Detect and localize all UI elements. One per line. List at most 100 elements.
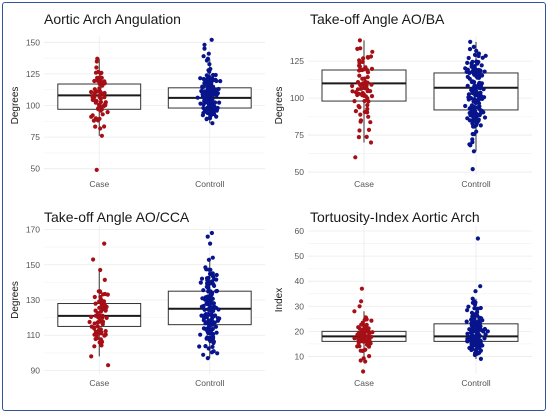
data-point	[203, 312, 208, 317]
data-point	[215, 105, 220, 111]
data-point	[365, 68, 370, 73]
data-point	[102, 95, 107, 100]
data-point	[205, 278, 210, 283]
data-point	[195, 95, 200, 100]
data-point	[98, 313, 103, 318]
data-point	[479, 63, 484, 68]
data-point	[470, 131, 475, 137]
data-point	[353, 155, 358, 160]
data-point	[357, 58, 362, 63]
data-point	[482, 69, 487, 74]
data-point	[464, 319, 469, 324]
data-point	[477, 321, 482, 326]
data-point	[201, 303, 206, 309]
data-point	[470, 140, 475, 145]
panel-title: Take-off Angle AO/BA	[310, 11, 445, 27]
data-point	[101, 292, 106, 297]
points-controll	[464, 236, 490, 361]
data-point	[465, 83, 470, 88]
data-point	[206, 257, 211, 262]
data-point	[476, 53, 481, 59]
data-point	[369, 82, 374, 87]
data-point	[98, 327, 103, 332]
data-point	[361, 369, 366, 374]
data-point	[477, 324, 483, 329]
points-controll	[197, 230, 222, 361]
data-point	[465, 60, 470, 65]
data-point	[98, 309, 103, 314]
y-tick-label: 100	[290, 93, 304, 103]
data-point	[91, 257, 96, 262]
data-point	[207, 81, 212, 86]
data-point	[87, 319, 92, 325]
data-point	[215, 318, 221, 323]
y-tick-label: 10	[295, 351, 305, 361]
data-point	[365, 103, 370, 108]
y-axis-label: Degrees	[10, 87, 21, 125]
data-point	[480, 55, 485, 60]
data-point	[357, 63, 362, 68]
data-point	[211, 339, 216, 344]
data-point	[368, 120, 373, 125]
data-point	[97, 289, 103, 294]
y-tick-label: 130	[26, 295, 40, 305]
data-point	[357, 304, 362, 309]
data-point	[359, 299, 364, 304]
data-point	[355, 87, 360, 92]
data-point	[95, 56, 100, 61]
data-point	[469, 310, 475, 315]
data-point	[481, 87, 486, 92]
data-point	[211, 349, 216, 354]
data-point	[208, 267, 213, 272]
data-point	[483, 332, 488, 337]
data-point	[104, 315, 109, 320]
data-point	[96, 107, 101, 112]
x-tick-label: Case	[354, 179, 374, 189]
data-point	[361, 56, 366, 61]
points-case	[352, 286, 375, 374]
data-point	[203, 321, 208, 326]
data-point	[216, 307, 221, 312]
data-point	[214, 277, 219, 282]
data-point	[352, 336, 357, 341]
data-point	[93, 336, 98, 342]
data-point	[205, 95, 210, 100]
data-point	[360, 59, 365, 64]
data-point	[100, 81, 105, 87]
data-point	[98, 96, 103, 101]
data-point	[206, 68, 211, 73]
data-point	[91, 93, 96, 99]
data-point	[478, 356, 483, 361]
data-point	[358, 119, 363, 124]
data-point	[93, 301, 98, 306]
data-point	[201, 110, 206, 116]
data-point	[213, 100, 218, 105]
data-point	[473, 109, 478, 114]
data-point	[202, 42, 207, 47]
data-point	[102, 302, 107, 307]
data-point	[199, 89, 204, 94]
data-point	[474, 89, 479, 94]
data-point	[482, 326, 487, 332]
data-point	[218, 79, 223, 84]
data-point	[363, 84, 369, 90]
data-point	[475, 310, 480, 315]
data-point	[206, 282, 211, 287]
y-tick-label: 125	[26, 69, 40, 79]
data-point	[475, 61, 480, 66]
data-point	[350, 89, 355, 94]
y-tick-label: 90	[31, 365, 41, 375]
data-point	[202, 307, 207, 312]
data-point	[209, 279, 215, 284]
data-point	[98, 89, 103, 95]
y-tick-label: 60	[295, 226, 305, 236]
y-tick-label: 100	[26, 101, 40, 111]
data-point	[469, 339, 474, 344]
data-point	[217, 100, 222, 105]
data-point	[362, 98, 367, 104]
data-point	[478, 107, 483, 112]
chart-panel: Tortuosity-Index Aortic Arch Index 10 20 30 4…	[274, 209, 532, 388]
data-point	[472, 321, 477, 326]
data-point	[99, 133, 104, 138]
